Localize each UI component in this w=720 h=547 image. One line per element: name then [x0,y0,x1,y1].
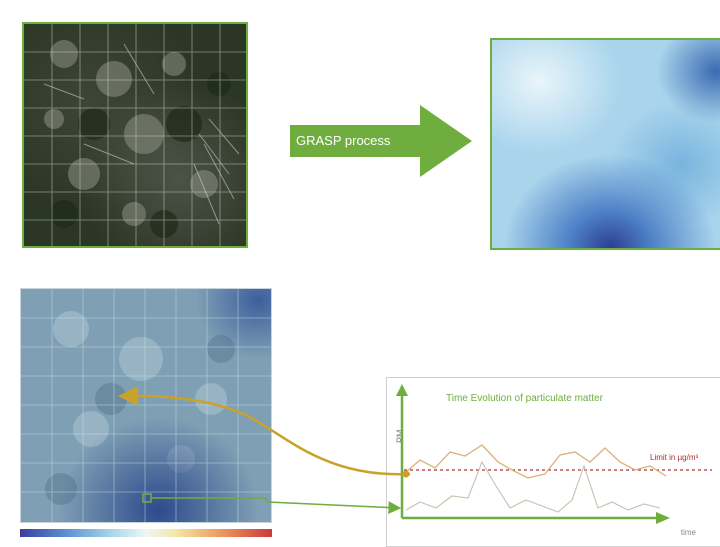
color-scale-bar [20,529,272,537]
limit-label: Limit in µg/m³ [650,453,699,462]
satellite-overlay-image [20,288,272,523]
right-arrow-icon [290,105,472,177]
satellite-image-top [22,22,248,248]
aerosol-heatmap-graphic [492,40,720,248]
chart-x-label: time [680,528,696,537]
process-label: GRASP process [296,133,391,148]
aerosol-heatmap [490,38,720,250]
satellite-overlay-graphic [21,289,271,522]
satellite-image-top-graphic [24,24,246,246]
chart-y-label: PM [395,429,405,444]
chart-title: Time Evolution of particulate matter [446,393,603,404]
